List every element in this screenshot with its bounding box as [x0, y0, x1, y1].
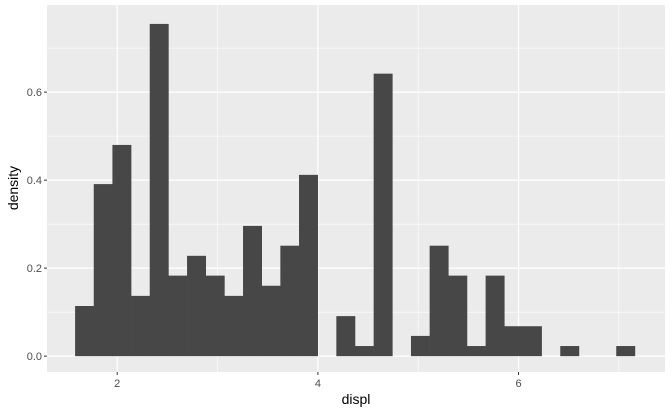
- histogram-bar: [522, 326, 542, 357]
- histogram-bar: [149, 23, 169, 357]
- histogram-bar: [485, 275, 505, 357]
- histogram-bar: [112, 144, 132, 357]
- histogram-bar: [373, 73, 393, 357]
- histogram-bar: [168, 275, 188, 357]
- histogram-bar: [224, 295, 244, 357]
- x-tick-label: 6: [515, 378, 521, 390]
- bars: [75, 23, 636, 357]
- histogram-bar: [299, 174, 318, 357]
- histogram-bar: [616, 346, 636, 357]
- histogram-bar: [261, 285, 281, 357]
- histogram-bar: [354, 346, 374, 357]
- y-axis: 0.0 0.2 0.4 0.6: [27, 87, 47, 363]
- histogram-bar: [131, 295, 151, 357]
- histogram-bar: [448, 275, 468, 357]
- histogram-bar: [280, 245, 300, 357]
- histogram-bar: [504, 326, 524, 357]
- histogram-bar: [466, 346, 486, 357]
- x-tick-label: 4: [315, 378, 321, 390]
- histogram-bar: [410, 335, 430, 357]
- histogram-bar: [560, 346, 580, 357]
- y-tick-label: 0.6: [27, 87, 42, 99]
- y-axis-title: density: [5, 166, 21, 210]
- histogram-bar: [429, 245, 449, 357]
- histogram-bar: [75, 305, 95, 357]
- histogram-bar: [93, 184, 113, 357]
- histogram-bar: [243, 225, 262, 357]
- x-axis-title: displ: [342, 391, 371, 407]
- histogram-bar: [187, 255, 207, 357]
- histogram-bar: [336, 316, 356, 357]
- y-tick-label: 0.2: [27, 263, 42, 275]
- x-axis: 2 4 6: [114, 372, 522, 390]
- y-tick-label: 0.4: [27, 175, 42, 187]
- y-tick-label: 0.0: [27, 351, 42, 363]
- x-tick-label: 2: [114, 378, 120, 390]
- histogram-bar: [205, 275, 225, 357]
